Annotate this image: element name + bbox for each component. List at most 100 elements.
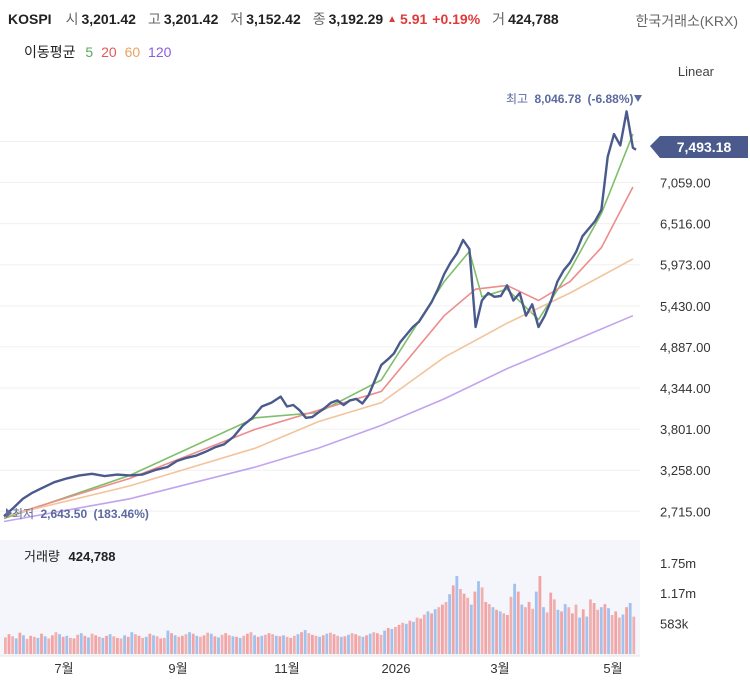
volume-bar bbox=[22, 635, 25, 654]
volume-bar bbox=[531, 608, 535, 654]
volume-bar bbox=[76, 634, 80, 654]
volume-bar bbox=[560, 611, 563, 654]
volume-bar bbox=[282, 635, 285, 654]
ma-60: 60 bbox=[124, 44, 141, 60]
volume-bar bbox=[7, 634, 11, 654]
volume-bar bbox=[448, 594, 452, 654]
volume-bar bbox=[321, 635, 325, 654]
volume-bar bbox=[610, 615, 614, 654]
volume-bar bbox=[495, 609, 498, 654]
volume-bar bbox=[314, 635, 318, 654]
volume-bar bbox=[419, 618, 423, 654]
scale-toggle-button[interactable]: Linear bbox=[677, 64, 714, 79]
volume-bar bbox=[58, 634, 61, 654]
volume-bar bbox=[408, 620, 412, 654]
volume-bar bbox=[18, 632, 22, 654]
volume-bar bbox=[430, 613, 433, 654]
volume-bar bbox=[498, 611, 502, 654]
volume-bar bbox=[177, 636, 181, 654]
volume-bar bbox=[4, 637, 7, 654]
volume-bar bbox=[502, 613, 506, 654]
volume-bar bbox=[11, 636, 15, 654]
volume-bar bbox=[115, 637, 119, 654]
volume-bar bbox=[296, 634, 300, 654]
close-label: 종 bbox=[312, 11, 326, 27]
volume-bar bbox=[184, 634, 188, 654]
volume-bar bbox=[354, 634, 358, 654]
ma-line-120 bbox=[3, 314, 634, 523]
volume-bar bbox=[271, 634, 275, 654]
volume-bar bbox=[534, 591, 538, 654]
volume-value: 424,788 bbox=[508, 11, 559, 27]
volume-bar bbox=[589, 599, 592, 654]
volume-bar bbox=[484, 602, 488, 654]
volume-bar bbox=[213, 636, 217, 654]
volume-bar bbox=[87, 637, 90, 654]
volume-tick-label: 1.17m bbox=[660, 586, 696, 601]
volume-bar bbox=[625, 607, 628, 654]
volume-bar bbox=[552, 599, 556, 654]
volume-bar bbox=[83, 635, 87, 654]
volume-bar bbox=[621, 614, 625, 654]
volume-bar bbox=[437, 607, 441, 654]
volume-bar bbox=[162, 637, 166, 654]
volume-bar bbox=[97, 636, 101, 654]
volume-bar bbox=[155, 636, 159, 654]
volume-bar bbox=[480, 587, 484, 654]
volume-bar bbox=[245, 633, 249, 654]
price-tick-label: 4,887.00 bbox=[660, 340, 711, 355]
volume-bar bbox=[209, 633, 213, 654]
price-tick-label: 7,059.00 bbox=[660, 176, 711, 191]
volume-tick-label: 1.75m bbox=[660, 556, 696, 571]
volume-bar bbox=[94, 635, 98, 654]
exchange-name: 한국거래소(KRX) bbox=[635, 13, 738, 29]
volume-bar bbox=[422, 614, 426, 654]
volume-bar bbox=[101, 637, 105, 654]
volume-bar bbox=[545, 612, 549, 654]
volume-tick-label: 583k bbox=[660, 617, 689, 632]
volume-bar bbox=[267, 633, 271, 654]
volume-bar bbox=[581, 609, 585, 654]
ma-line-20 bbox=[3, 186, 634, 518]
high-label: 고 bbox=[147, 11, 161, 27]
volume-bar bbox=[289, 637, 293, 654]
volume-bar bbox=[310, 634, 314, 654]
volume-bar bbox=[303, 630, 307, 654]
volume-bar bbox=[444, 602, 448, 654]
volume-bar bbox=[372, 632, 376, 654]
volume-bar bbox=[72, 638, 76, 654]
volume-bar bbox=[206, 632, 210, 654]
price-tick-label: 2,715.00 bbox=[660, 504, 711, 519]
ma-legend[interactable]: 이동평균 5 20 60 120 bbox=[24, 42, 177, 62]
change-value: 5.91 bbox=[400, 11, 428, 27]
month-label: 5월 bbox=[603, 661, 622, 676]
volume-bar bbox=[397, 624, 401, 654]
volume-bar bbox=[347, 634, 350, 654]
volume-bar bbox=[32, 636, 36, 654]
volume-bar bbox=[592, 603, 596, 654]
volume-bar bbox=[459, 589, 462, 654]
volume-bar bbox=[578, 617, 582, 654]
volume-bar bbox=[242, 635, 246, 654]
volume-bar bbox=[375, 633, 379, 654]
ma-5: 5 bbox=[85, 44, 94, 60]
volume-bar bbox=[412, 621, 415, 654]
volume-bar bbox=[159, 638, 163, 654]
volume-bar bbox=[440, 604, 444, 654]
volume-bar bbox=[585, 616, 589, 654]
volume-panel-label: 거래량 424,788 bbox=[24, 549, 116, 564]
max-value: 8,046.78 bbox=[534, 92, 581, 106]
volume-bar bbox=[473, 591, 477, 654]
volume-bar bbox=[549, 592, 553, 654]
low-label: 저 bbox=[230, 11, 244, 27]
price-tick-label: 3,801.00 bbox=[660, 422, 711, 437]
volume-bar bbox=[357, 635, 361, 654]
volume-bar bbox=[278, 636, 282, 654]
volume-bar bbox=[379, 634, 383, 654]
volume-bar bbox=[632, 616, 636, 654]
volume-bar bbox=[329, 632, 332, 654]
price-tick-label: 5,430.00 bbox=[660, 299, 711, 314]
volume-bar bbox=[25, 638, 29, 654]
price-tick-label: 5,973.00 bbox=[660, 258, 711, 273]
